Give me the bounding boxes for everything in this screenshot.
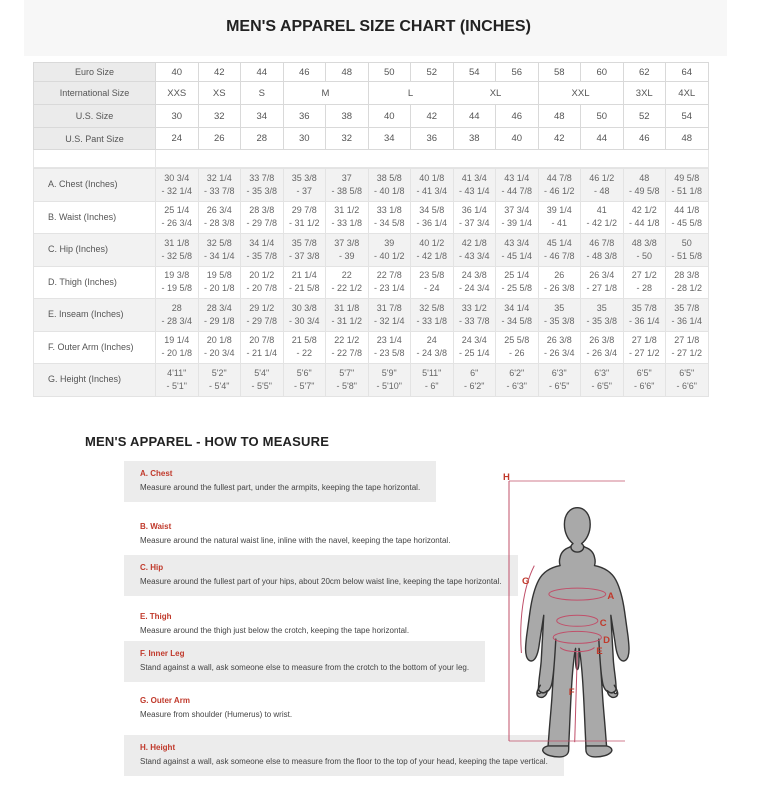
svg-text:D: D: [603, 635, 610, 646]
svg-text:F: F: [569, 687, 575, 698]
svg-text:H: H: [503, 472, 510, 483]
svg-text:A: A: [607, 591, 614, 602]
svg-text:G: G: [522, 576, 529, 587]
svg-text:C: C: [600, 618, 607, 629]
svg-text:E: E: [596, 646, 602, 657]
